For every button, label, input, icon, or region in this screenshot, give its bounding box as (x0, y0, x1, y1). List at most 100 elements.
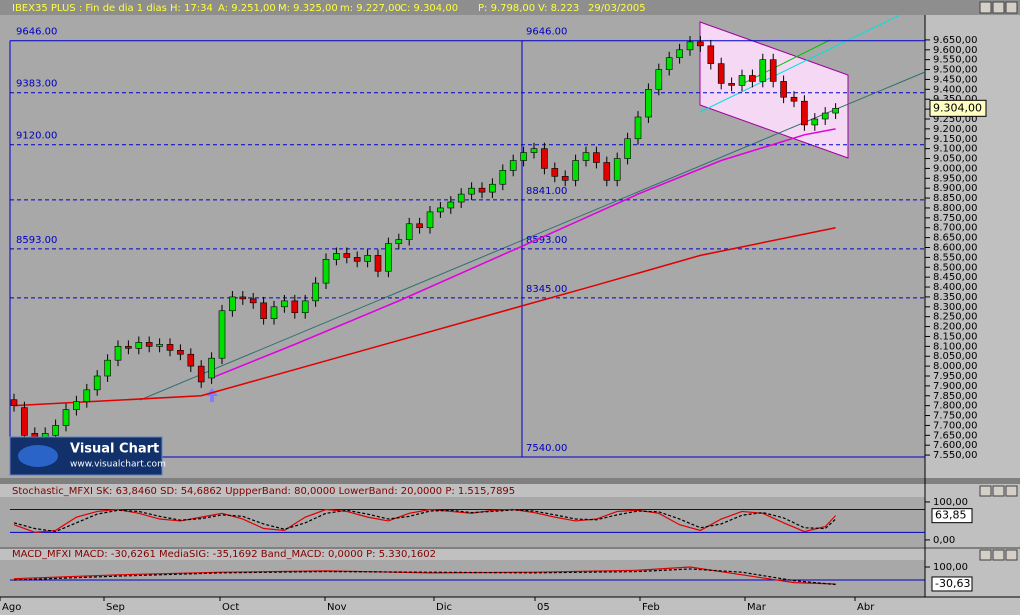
y-tick-label: 8.150,00 (933, 331, 978, 342)
button[interactable] (979, 485, 992, 497)
y-tick-label: 8.900,00 (933, 183, 978, 194)
header-text: V: 8.223 (538, 3, 579, 14)
candle-body (728, 83, 735, 86)
y-tick-label: 9.400,00 (933, 84, 978, 95)
y-tick-label: 9.600,00 (933, 45, 978, 56)
candle-body (83, 389, 91, 403)
button[interactable] (979, 1, 992, 14)
button[interactable] (1005, 485, 1018, 497)
candle-body (572, 160, 579, 181)
button[interactable] (1005, 549, 1018, 561)
y-tick-label: 8.400,00 (933, 282, 978, 293)
candle-body (821, 112, 829, 120)
button[interactable] (979, 549, 992, 561)
button[interactable] (992, 485, 1005, 497)
candle-body (385, 243, 392, 272)
window-buttons[interactable] (979, 1, 1018, 561)
level-label: 8593.00 (526, 235, 567, 246)
button[interactable] (992, 549, 1005, 561)
candle-body (145, 342, 153, 347)
y-tick-label: 9.650,00 (933, 35, 978, 46)
last-price-box (929, 99, 987, 117)
candle-body (312, 282, 319, 302)
candle-body (665, 57, 673, 70)
panel-legend: MACD_MFXI MACD: -30,6261 MediaSIG: -35,1… (12, 549, 436, 560)
level-label: 9120.00 (16, 131, 57, 142)
candle-body (686, 41, 694, 51)
candle-body (603, 162, 611, 181)
x-tick-label: Ago (2, 602, 21, 613)
oscillator-line (13, 509, 837, 533)
candle-body (229, 296, 236, 312)
candle-body (738, 75, 746, 86)
candle-body (104, 359, 111, 377)
y-tick-label: 7.600,00 (933, 440, 978, 451)
separator (0, 478, 1020, 484)
oscillator-line (13, 568, 836, 586)
last-price-label: 9.304,00 (933, 101, 982, 114)
y-tick-label: 8.000,00 (933, 361, 978, 372)
candle-body (93, 375, 101, 391)
candle-body (353, 257, 361, 262)
candle-body (489, 183, 496, 193)
candle-body (395, 239, 403, 244)
y-tick-label: 9.500,00 (933, 65, 978, 76)
stoch-plot (0, 497, 925, 547)
candle-body (405, 223, 413, 240)
candle-body (52, 425, 59, 436)
moving-average (211, 128, 836, 379)
candle-body (707, 45, 715, 64)
y-tick-label: 8.750,00 (933, 213, 978, 224)
candle-body (634, 116, 642, 140)
y-tick-label: 7.700,00 (933, 420, 978, 431)
button[interactable] (992, 1, 1005, 14)
candle-body (478, 187, 486, 193)
candle-body (166, 344, 174, 351)
candle-body (125, 346, 132, 349)
y-tick-label: 9.100,00 (933, 144, 978, 155)
candle-body (593, 152, 600, 163)
x-tick-label: Dic (436, 602, 452, 613)
x-tick-label: 05 (537, 602, 550, 613)
y-tick-label: 9.450,00 (933, 74, 978, 85)
level-label: 9646.00 (526, 27, 567, 38)
last-value-box (931, 576, 973, 592)
header-text: M: 9.325,00 (278, 3, 338, 14)
y-tick-label: 8.350,00 (933, 292, 978, 303)
y-tick-label: 8.700,00 (933, 223, 978, 234)
x-tick-label: Oct (222, 602, 239, 613)
button[interactable] (1005, 1, 1018, 14)
signal-arrow (206, 388, 218, 402)
y-tick-label: 8.550,00 (933, 252, 978, 263)
candle-body (832, 108, 839, 114)
y-tick-label: 8.050,00 (933, 351, 978, 362)
level-label: 8841.00 (526, 186, 567, 197)
x-tick-label: Feb (642, 602, 660, 613)
candle-body (613, 158, 621, 181)
level-label: 9383.00 (16, 79, 57, 90)
candle-body (249, 298, 257, 304)
y-tick-label: 8.600,00 (933, 242, 978, 253)
candle-body (343, 253, 351, 258)
y-tick-label: 9.000,00 (933, 163, 978, 174)
candle-body (21, 407, 28, 436)
candle-body (218, 310, 226, 359)
trend-line (139, 71, 926, 401)
x-tick-label: Mar (747, 602, 767, 613)
x-tick-label: Nov (327, 602, 347, 613)
candle-body (582, 152, 590, 161)
candle-body (447, 201, 455, 209)
oscillator-line (13, 566, 836, 585)
candle-body (790, 96, 798, 102)
candle-body (801, 100, 808, 126)
candle-body (156, 344, 163, 347)
y-tick-label: 8.200,00 (933, 322, 978, 333)
level-label: 8593.00 (16, 235, 57, 246)
candle-body (10, 399, 18, 406)
candle-body (780, 81, 787, 98)
y-tick-label: 100,00 (933, 497, 968, 508)
macd-plot (0, 560, 925, 597)
candle-body (749, 75, 756, 82)
candle-body (468, 187, 475, 195)
header-text: C: 9.304,00 (400, 3, 458, 14)
